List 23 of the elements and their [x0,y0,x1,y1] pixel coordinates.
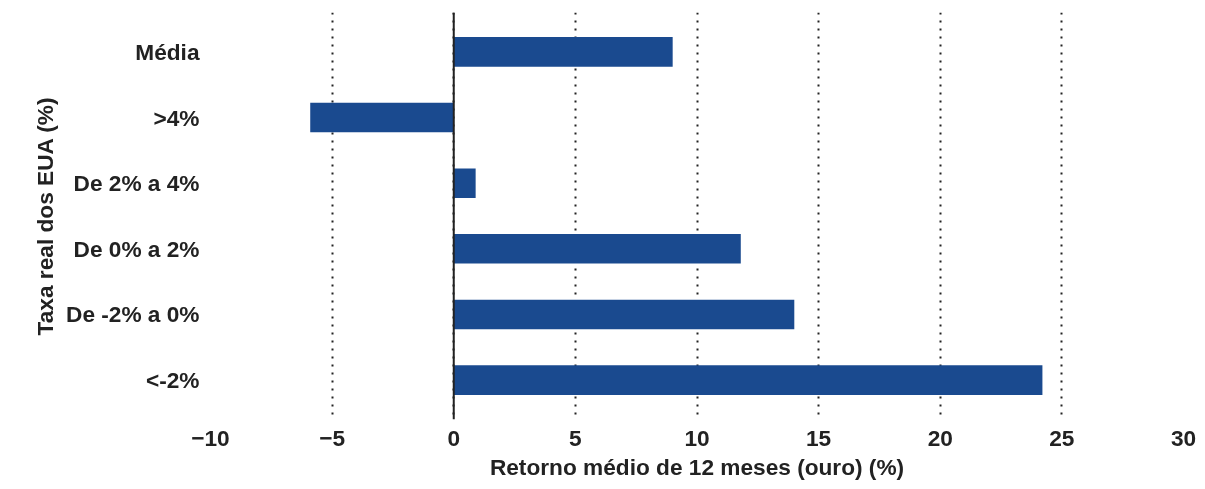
y-tick-label: De 2% a 4% [73,170,200,197]
x-tick-label: 25 [1049,424,1075,451]
y-tick-label: De -2% a 0% [66,301,200,328]
y-tick-label: >4% [153,104,200,131]
bar [453,365,1043,395]
x-tick-label: −5 [319,424,346,451]
bar [453,168,476,198]
x-tick-label: 5 [569,424,582,451]
bar [453,299,795,330]
x-tick-label: 30 [1170,424,1197,451]
x-tick-label: 10 [684,424,710,451]
y-tick-label: <-2% [145,367,200,394]
x-tick-label: 15 [806,424,832,451]
x-tick-label: −10 [191,424,230,451]
bar [453,37,673,67]
y-tick-label: De 0% a 2% [73,235,200,262]
y-tick-label: Média [135,38,200,65]
x-tick-label: 20 [927,424,953,451]
x-tick-label: 0 [447,424,461,451]
bar [453,234,741,264]
y-axis-title: Taxa real dos EUA (%) [32,97,59,336]
x-axis-title: Retorno médio de 12 meses (ouro) (%) [489,453,905,480]
bar [310,102,454,133]
